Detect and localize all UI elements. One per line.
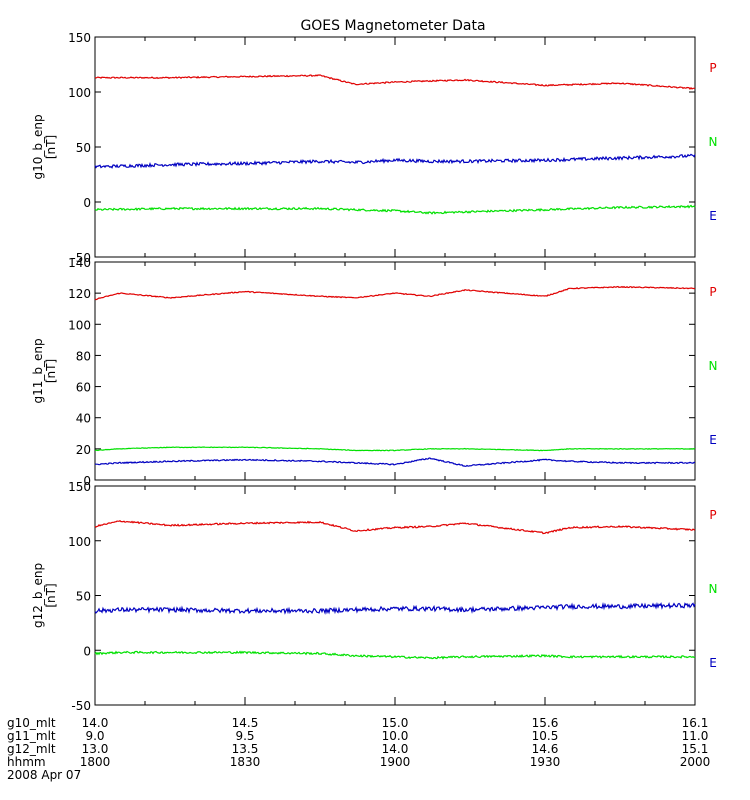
y-tick-label: -50 bbox=[71, 699, 91, 713]
x-axis-row-label: g11_mlt bbox=[7, 729, 56, 743]
x-axis-value: 10.5 bbox=[532, 729, 559, 743]
series-label-E: E bbox=[709, 433, 717, 447]
x-axis-value: 15.0 bbox=[382, 716, 409, 730]
x-axis-value: 2000 bbox=[680, 755, 711, 769]
x-axis-value: 1930 bbox=[530, 755, 561, 769]
x-axis-value: 9.5 bbox=[235, 729, 254, 743]
series-line-E bbox=[94, 457, 696, 467]
y-tick-label: 100 bbox=[68, 535, 91, 549]
x-axis-value: 11.0 bbox=[682, 729, 709, 743]
y-tick-label: 150 bbox=[68, 31, 91, 45]
x-axis-value: 1800 bbox=[80, 755, 111, 769]
x-axis-value: 14.0 bbox=[82, 716, 109, 730]
series-label-E: E bbox=[709, 209, 717, 223]
series-line-P bbox=[94, 519, 696, 535]
panel-frame bbox=[94, 485, 696, 706]
panel-2: 0 20 40 60 80 100 120 140 g11_b_enp [nT] P N E bbox=[31, 256, 717, 488]
y-tick-label: -50 bbox=[71, 251, 91, 265]
series-label-P: P bbox=[709, 61, 716, 75]
x-axis-value: 14.5 bbox=[232, 716, 259, 730]
y-tick-label: 0 bbox=[83, 196, 91, 210]
y-tick-label: 50 bbox=[76, 590, 91, 604]
series-line-E bbox=[94, 601, 696, 615]
x-axis-value: 1830 bbox=[230, 755, 261, 769]
y-tick-label: 0 bbox=[83, 644, 91, 658]
y-tick-label: 60 bbox=[76, 381, 91, 395]
x-axis-value: 16.1 bbox=[682, 716, 709, 730]
series-line-E bbox=[94, 153, 696, 169]
y-tick-label: 80 bbox=[76, 349, 91, 363]
y-axis-unit: [nT] bbox=[44, 583, 58, 607]
y-axis-unit: [nT] bbox=[44, 359, 58, 383]
x-axis-value: 13.5 bbox=[232, 742, 259, 756]
y-tick-label: 100 bbox=[68, 318, 91, 332]
y-axis-label: g12_b_enp bbox=[31, 563, 45, 628]
y-tick-label: 0 bbox=[83, 474, 91, 488]
panel-3: -50 0 50 100 150 g12_b_enp [nT] P N E bbox=[31, 480, 717, 713]
x-axis-row-label: g10_mlt bbox=[7, 716, 56, 730]
x-axis-row-label: hhmm bbox=[7, 755, 46, 769]
chart-title: GOES Magnetometer Data bbox=[300, 18, 485, 34]
x-axis-value: 10.0 bbox=[382, 729, 409, 743]
series-label-P: P bbox=[709, 508, 716, 522]
x-axis-value: 13.0 bbox=[82, 742, 109, 756]
x-axis-value: 9.0 bbox=[85, 729, 104, 743]
x-axis-table: g10_mlt 14.0 14.5 15.0 15.6 16.1 g11_mlt 9.0 9.5… bbox=[7, 716, 710, 782]
panel-1: -50 0 50 100 150 g10_b_enp [nT] P N E bbox=[31, 31, 717, 265]
series-line-P bbox=[94, 74, 696, 90]
series-line-N bbox=[94, 650, 696, 660]
series-line-N bbox=[94, 204, 696, 215]
date-label: 2008 Apr 07 bbox=[7, 768, 81, 782]
y-axis-label: g10_b_enp bbox=[31, 114, 45, 179]
series-label-P: P bbox=[709, 285, 716, 299]
x-axis-value: 15.1 bbox=[682, 742, 709, 756]
y-tick-label: 120 bbox=[68, 287, 91, 301]
x-axis-value: 15.6 bbox=[532, 716, 559, 730]
y-axis-label: g11_b_enp bbox=[31, 338, 45, 403]
y-tick-label: 140 bbox=[68, 256, 91, 270]
y-tick-label: 50 bbox=[76, 141, 91, 155]
x-axis-row-label: g12_mlt bbox=[7, 742, 56, 756]
y-tick-label: 150 bbox=[68, 480, 91, 494]
x-axis-value: 1900 bbox=[380, 755, 411, 769]
x-axis-value: 14.0 bbox=[382, 742, 409, 756]
y-axis-unit: [nT] bbox=[44, 135, 58, 159]
y-tick-label: 20 bbox=[76, 443, 91, 457]
series-label-E: E bbox=[709, 656, 717, 670]
series-label-N: N bbox=[709, 135, 718, 149]
series-label-N: N bbox=[709, 582, 718, 596]
x-axis-value: 14.6 bbox=[532, 742, 559, 756]
series-line-P bbox=[94, 285, 696, 301]
y-tick-label: 40 bbox=[76, 412, 91, 426]
panel-frame bbox=[94, 36, 696, 258]
series-label-N: N bbox=[709, 359, 718, 373]
series-line-N bbox=[94, 446, 696, 452]
y-tick-label: 100 bbox=[68, 86, 91, 100]
